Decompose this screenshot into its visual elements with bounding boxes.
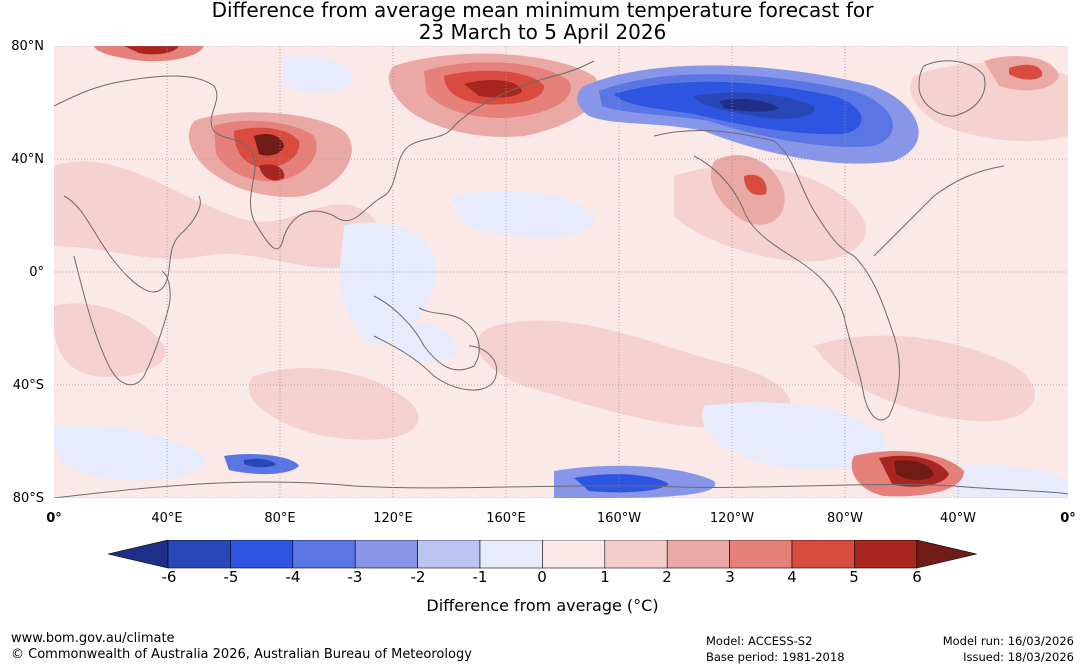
- warm-anomaly-siberia: [388, 53, 600, 137]
- colorbar-tick: 5: [849, 568, 859, 586]
- lon-label: 80°E: [264, 511, 296, 526]
- lon-label: 120°E: [373, 511, 413, 526]
- colorbar-tick: 3: [725, 568, 735, 586]
- lat-label: 40°S: [12, 378, 44, 393]
- colorbar-bin: [354, 540, 418, 569]
- footer-model-run: Model run: 16/03/2026: [942, 634, 1074, 648]
- colorbar-tick: -4: [285, 568, 301, 586]
- colorbar-bin: [292, 540, 356, 569]
- cold-anomaly-north-america: [577, 65, 919, 164]
- colorbar-tick: 0: [537, 568, 547, 586]
- warm-anomaly-central-asia: [188, 112, 352, 197]
- anomaly-map-canvas: [54, 46, 1068, 498]
- warm-anomaly-barents: [94, 46, 204, 62]
- lat-label: 80°S: [12, 491, 44, 506]
- warm-anomaly-weak-regions: [54, 62, 1068, 440]
- colorbar-extend-low: [108, 540, 169, 569]
- footer-issued: Issued: 18/03/2026: [963, 650, 1074, 664]
- colorbar-tick: -2: [410, 568, 426, 586]
- warm-anomaly-weddell-sea: [851, 451, 964, 497]
- lat-label: 40°N: [11, 152, 44, 167]
- lon-label: 0°: [1060, 511, 1076, 526]
- colorbar-bin: [729, 540, 793, 569]
- colorbar-bin: [854, 540, 918, 569]
- lon-label: 40°E: [151, 511, 183, 526]
- graticule: [54, 46, 1068, 498]
- lat-label: 80°N: [11, 39, 44, 54]
- colorbar-bin: [666, 540, 730, 569]
- cold-anomaly-weak-regions: [54, 54, 1068, 498]
- colorbar-bin: [542, 540, 606, 569]
- cold-anomaly-antarctic-coast: [224, 454, 716, 498]
- colorbar-tick: 1: [600, 568, 610, 586]
- colorbar-bin: [417, 540, 481, 569]
- colorbar-tick: -6: [161, 568, 177, 586]
- footer-copyright: © Commonwealth of Australia 2026, Austra…: [11, 647, 472, 662]
- warm-anomaly-greenland: [984, 56, 1059, 91]
- colorbar-bin: [604, 540, 668, 569]
- lon-label: 120°W: [709, 511, 755, 526]
- colorbar-extend-high: [916, 540, 977, 569]
- colorbar-tick: -5: [223, 568, 239, 586]
- colorbar-label: Difference from average (°C): [426, 596, 659, 615]
- lon-label: 80°W: [827, 511, 863, 526]
- footer-base-period: Base period: 1981-2018: [706, 650, 845, 664]
- colorbar-tick: 2: [662, 568, 672, 586]
- lon-label: 0°: [46, 511, 62, 526]
- colorbar-bin: [167, 540, 231, 569]
- footer-website: www.bom.gov.au/climate: [11, 631, 175, 646]
- map-title-line-2: 23 March to 5 April 2026: [418, 20, 667, 44]
- map-title-line-1: Difference from average mean minimum tem…: [211, 0, 874, 22]
- lat-label: 0°: [29, 265, 44, 280]
- colorbar-bin: [230, 540, 294, 569]
- anomaly-map: [54, 46, 1068, 498]
- warm-anomaly-southwest-us: [710, 155, 785, 225]
- colorbar-tick: 4: [787, 568, 797, 586]
- lon-label: 40°W: [940, 511, 976, 526]
- colorbar-bin: [479, 540, 543, 569]
- colorbar-tick: -3: [347, 568, 363, 586]
- lon-label: 160°E: [486, 511, 526, 526]
- lon-label: 160°W: [596, 511, 642, 526]
- colorbar-bin: [791, 540, 855, 569]
- colorbar-tick: 6: [912, 568, 922, 586]
- coastlines: [54, 60, 1068, 498]
- colorbar-tick: -1: [472, 568, 488, 586]
- footer-model: Model: ACCESS-S2: [706, 634, 813, 648]
- colorbar: [108, 540, 977, 569]
